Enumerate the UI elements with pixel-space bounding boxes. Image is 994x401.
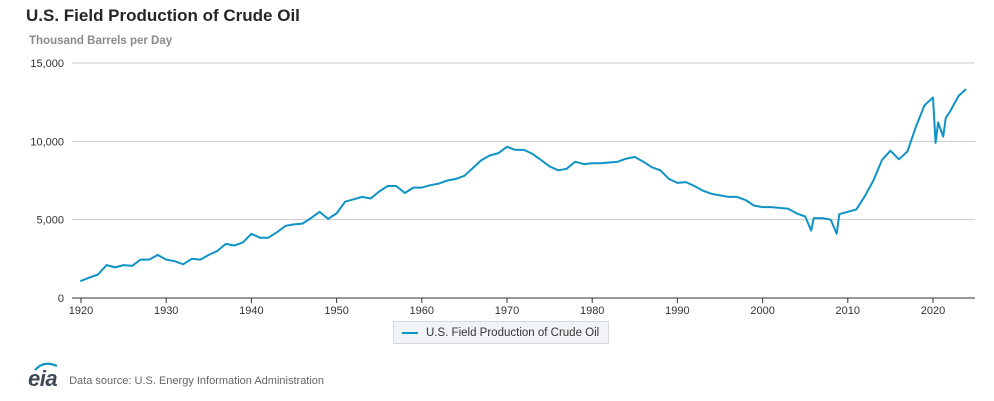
x-tick-label: 1940 <box>239 305 263 317</box>
legend-item[interactable]: U.S. Field Production of Crude Oil <box>393 321 609 344</box>
x-tick-label: 1950 <box>324 305 348 317</box>
x-tick-label: 1990 <box>665 305 689 317</box>
x-tick-label: 2010 <box>836 305 860 317</box>
x-tick-label: 1960 <box>410 305 434 317</box>
legend-label: U.S. Field Production of Crude Oil <box>426 326 600 339</box>
x-tick-label: 1920 <box>69 305 93 317</box>
data-source: Data source: U.S. Energy Information Adm… <box>69 375 325 387</box>
eia-swoosh-icon <box>34 362 58 371</box>
y-tick-label: 0 <box>58 293 64 305</box>
chart-title: U.S. Field Production of Crude Oil <box>26 6 300 25</box>
x-tick-label: 1930 <box>154 305 178 317</box>
footer: eia Data source: U.S. Energy Information… <box>28 362 325 390</box>
chart-subtitle: Thousand Barrels per Day <box>29 35 173 47</box>
x-tick-label: 1980 <box>580 305 604 317</box>
x-tick-label: 2000 <box>750 305 774 317</box>
series-line <box>80 88 967 282</box>
series-layer <box>80 88 967 282</box>
axes: 0 5,000 10,000 15,000 1920 1930 1940 1950 1960 19… <box>30 58 975 317</box>
x-tick-label: 2020 <box>921 305 945 317</box>
legend-swatch <box>402 331 418 334</box>
eia-logo: eia <box>28 362 58 390</box>
y-tick-label: 5,000 <box>36 215 64 227</box>
grid-lines <box>72 62 975 221</box>
y-tick-label: 15,000 <box>30 58 64 70</box>
y-tick-label: 10,000 <box>30 136 64 148</box>
x-tick-label: 1970 <box>495 305 519 317</box>
